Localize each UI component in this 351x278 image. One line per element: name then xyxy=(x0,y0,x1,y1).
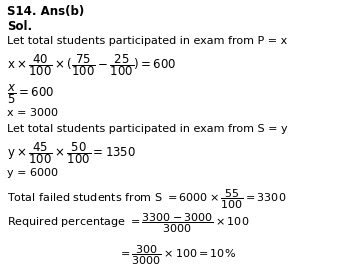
Text: x = 3000: x = 3000 xyxy=(7,108,58,118)
Text: $= \dfrac{300}{3000} \times 100 = 10\%$: $= \dfrac{300}{3000} \times 100 = 10\%$ xyxy=(118,244,236,267)
Text: Total failed students from S $= 6000 \times \dfrac{55}{100} = 3300$: Total failed students from S $= 6000 \ti… xyxy=(7,188,286,212)
Text: $\mathrm{x} \times \dfrac{40}{100} \times (\dfrac{75}{100} - \dfrac{25}{100}) = : $\mathrm{x} \times \dfrac{40}{100} \time… xyxy=(7,52,176,78)
Text: Sol.: Sol. xyxy=(7,20,32,33)
Text: Let total students participated in exam from S = y: Let total students participated in exam … xyxy=(7,124,287,134)
Text: $\mathrm{y} \times \dfrac{45}{100} \times \dfrac{50}{100} = 1350$: $\mathrm{y} \times \dfrac{45}{100} \time… xyxy=(7,140,136,166)
Text: y = 6000: y = 6000 xyxy=(7,168,58,178)
Text: Let total students participated in exam from P = x: Let total students participated in exam … xyxy=(7,36,287,46)
Text: Required percentage $= \dfrac{3300-3000}{3000} \times 100$: Required percentage $= \dfrac{3300-3000}… xyxy=(7,212,249,235)
Text: S14. Ans(b): S14. Ans(b) xyxy=(7,5,84,18)
Text: $\dfrac{x}{5} = 600$: $\dfrac{x}{5} = 600$ xyxy=(7,82,54,106)
